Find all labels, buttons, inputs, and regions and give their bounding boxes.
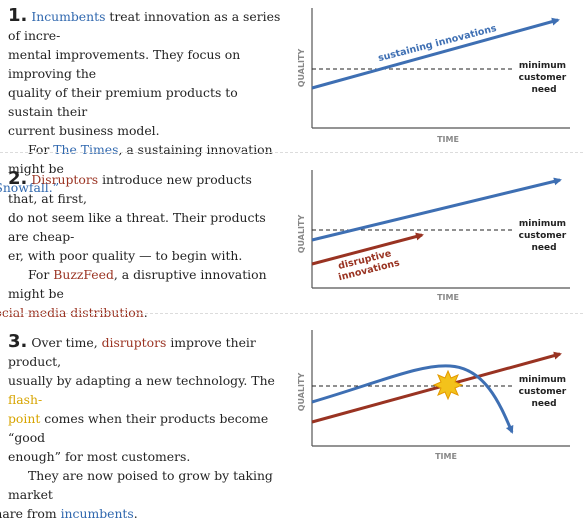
disruptive-innovation-line (311, 232, 424, 266)
step-number: 1. (8, 5, 28, 26)
section-3-text: 3. Over time, disruptors improve their p… (0, 331, 283, 523)
step-number: 3. (8, 331, 28, 352)
flashpoint-link[interactable]: flash- (8, 392, 43, 407)
chart-sustaining: QUALITY TIME minimum customer need susta… (297, 8, 570, 144)
incumbent-decline-curve (311, 364, 514, 434)
disruptive-innovation-label: disruptive innovations (335, 247, 401, 284)
sustaining-innovation-line (311, 17, 560, 90)
sustaining-innovation-label: sustaining innovations (377, 23, 498, 64)
the-times-link[interactable]: The Times (53, 142, 119, 157)
disruptors-link[interactable]: Disruptors (31, 172, 99, 187)
section-1-paragraph-2: For The Times, a sustaining innovation m… (0, 140, 283, 197)
section-2-paragraph-1: 2. Disruptors introduce new products tha… (8, 168, 266, 263)
x-axis-label: TIME (435, 452, 457, 461)
section-3-paragraph-1: 3. Over time, disruptors improve their p… (8, 331, 275, 464)
x-axis-label: TIME (437, 135, 459, 144)
divider (0, 313, 583, 314)
incumbents-link[interactable]: incumbents (60, 506, 134, 521)
chart-flashpoint: QUALITY TIME minimum customer need (297, 330, 570, 461)
flashpoint-link-continued[interactable]: point (8, 411, 41, 426)
section-1-paragraph-1: 1. Incumbents treat innovation as a seri… (8, 5, 281, 138)
buzzfeed-link[interactable]: BuzzFeed (53, 267, 114, 282)
snowfall-link[interactable]: “Snowfall.” (0, 180, 60, 195)
chart-axes (311, 8, 570, 129)
section-2-text: 2. Disruptors introduce new products tha… (0, 168, 283, 322)
social-media-distribution-link[interactable]: social media distribution (0, 305, 144, 320)
flashpoint-burst-icon (432, 369, 464, 401)
disruptors-link[interactable]: disruptors (101, 335, 167, 350)
sustaining-innovation-line (311, 177, 562, 242)
minimum-need-label: minimum customer need (519, 219, 570, 253)
y-axis-label: QUALITY (297, 373, 306, 412)
x-axis-label: TIME (437, 293, 459, 302)
section-1-text: 1. Incumbents treat innovation as a seri… (0, 5, 283, 197)
minimum-need-label: minimum customer need (519, 375, 570, 409)
step-number: 2. (8, 168, 28, 189)
chart-axes (311, 330, 570, 447)
chart-disruptive: QUALITY TIME minimum customer need disru… (297, 170, 570, 302)
divider (0, 152, 583, 153)
section-3-paragraph-2: They are now poised to grow by taking ma… (0, 468, 273, 521)
minimum-need-label: minimum customer need (519, 61, 570, 95)
disruptive-innovation-line (311, 351, 562, 424)
y-axis-label: QUALITY (297, 49, 306, 88)
chart-axes (311, 170, 570, 289)
y-axis-label: QUALITY (297, 215, 306, 254)
section-2-paragraph-2: For BuzzFeed, a disruptive innovation mi… (0, 265, 283, 322)
incumbents-link[interactable]: Incumbents (31, 9, 106, 24)
